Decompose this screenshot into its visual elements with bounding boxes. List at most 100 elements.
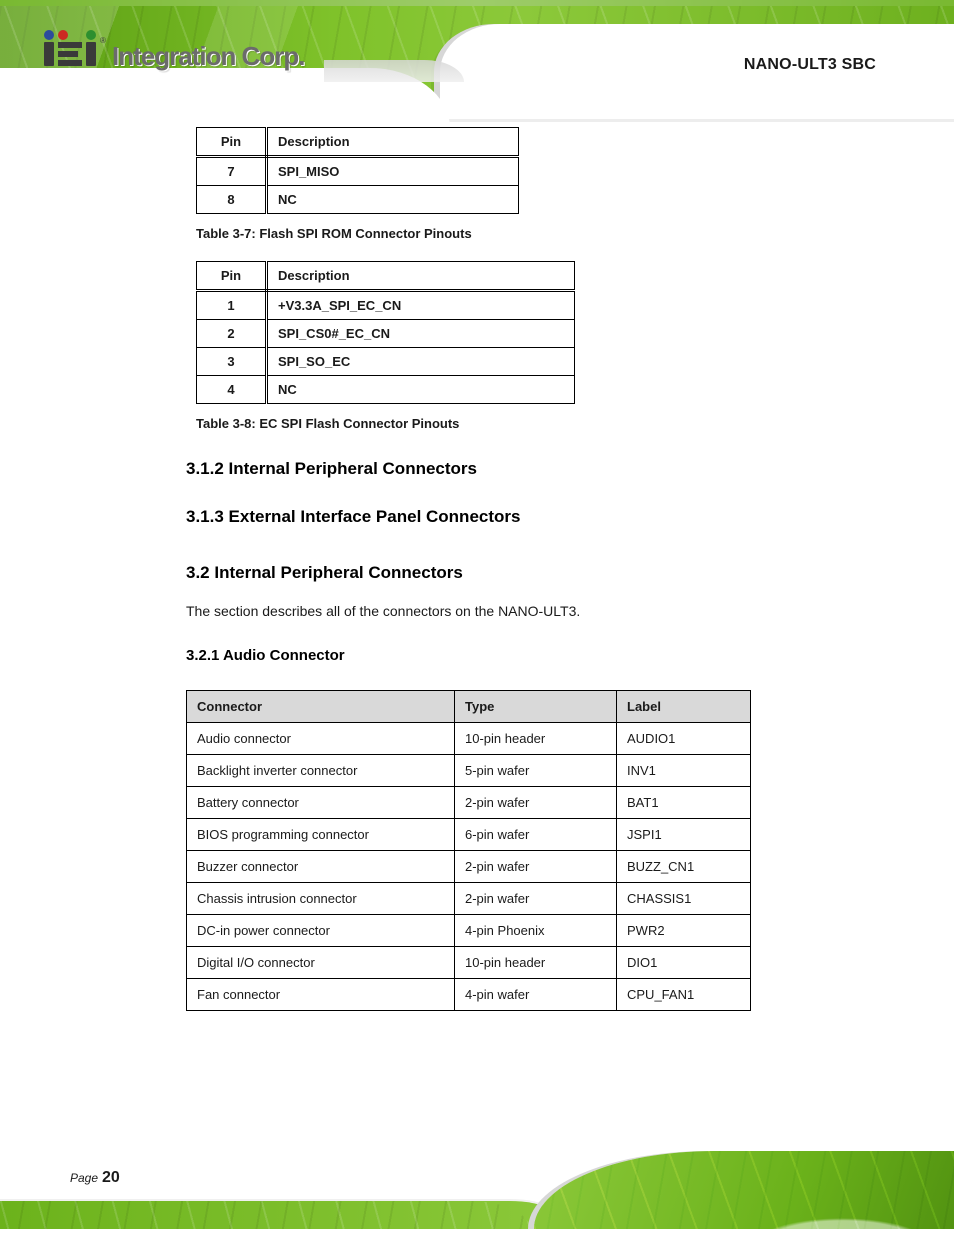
decoration-swoosh-right [440,24,954,119]
cell-connector: Buzzer connector [187,850,455,882]
table-row: Audio connector 10-pin header AUDIO1 [187,722,751,754]
table-row: 4 NC [197,376,575,404]
cell-pin: 1 [197,291,267,320]
section-heading: 3.2 Internal Peripheral Connectors [186,563,954,583]
table-row: 1 +V3.3A_SPI_EC_CN [197,291,575,320]
cell-connector: Chassis intrusion connector [187,882,455,914]
cell-pin: 4 [197,376,267,404]
table-row: BIOS programming connector 6-pin wafer J… [187,818,751,850]
cell-type: 2-pin wafer [455,850,617,882]
cell-type: 4-pin wafer [455,978,617,1010]
table-row: Fan connector 4-pin wafer CPU_FAN1 [187,978,751,1010]
logo-dot-red [58,30,68,40]
cell-label: BUZZ_CN1 [617,850,751,882]
cell-connector: Backlight inverter connector [187,754,455,786]
cell-pin: 7 [197,157,267,186]
cell-label: DIO1 [617,946,751,978]
cell-connector: Fan connector [187,978,455,1010]
content-area: Pin Description 7 SPI_MISO 8 NC Table 3-… [0,113,954,1011]
cell-label: JSPI1 [617,818,751,850]
cell-type: 6-pin wafer [455,818,617,850]
cell-pin: 3 [197,348,267,376]
table-row: 8 NC [197,186,519,214]
cell-label: CPU_FAN1 [617,978,751,1010]
cell-type: 2-pin wafer [455,786,617,818]
col-header-label: Label [617,690,751,722]
cell-connector: Battery connector [187,786,455,818]
decoration-circuit-overlay [534,1151,954,1229]
table-ec-spi-flash: Pin Description 1 +V3.3A_SPI_EC_CN 2 SPI… [196,261,575,404]
paragraph-text: The section describes all of the connect… [186,603,580,619]
table-row: Digital I/O connector 10-pin header DIO1 [187,946,751,978]
logo-bar-e1 [58,42,82,48]
cell-label: BAT1 [617,786,751,818]
cell-label: AUDIO1 [617,722,751,754]
cell-desc: SPI_CS0#_EC_CN [267,320,575,348]
logo-dot-green [86,30,96,40]
section-heading: 3.1.3 External Interface Panel Connector… [186,507,954,527]
cell-desc: SPI_MISO [267,157,519,186]
document-title: NANO-ULT3 SBC [744,56,876,74]
cell-type: 10-pin header [455,946,617,978]
cell-type: 4-pin Phoenix [455,914,617,946]
page-number-value: 20 [102,1169,120,1187]
page-number-label: Page [70,1171,98,1185]
table-row: 7 SPI_MISO [197,157,519,186]
cell-label: PWR2 [617,914,751,946]
section-paragraph: The section describes all of the connect… [186,601,768,623]
page: ® Integration Corp. NANO-ULT3 SBC Pin De… [0,0,954,1235]
cell-type: 2-pin wafer [455,882,617,914]
logo-bar-e2 [58,51,78,57]
table-row: Backlight inverter connector 5-pin wafer… [187,754,751,786]
logo-bar-i1 [44,42,54,66]
table-row: Chassis intrusion connector 2-pin wafer … [187,882,751,914]
page-number: Page 20 [70,1169,120,1187]
brand-wordmark: Integration Corp. [112,41,304,72]
decoration-footer-left [0,1201,570,1229]
table-row: 2 SPI_CS0#_EC_CN [197,320,575,348]
decoration-footer-right [534,1151,954,1229]
table-header-row: Pin Description [197,262,575,291]
cell-label: INV1 [617,754,751,786]
cell-desc: +V3.3A_SPI_EC_CN [267,291,575,320]
brand-block: ® Integration Corp. [44,30,304,70]
registered-icon: ® [100,36,106,45]
cell-connector: DC-in power connector [187,914,455,946]
cell-desc: SPI_SO_EC [267,348,575,376]
logo-bar-i2 [86,42,96,66]
section-heading: 3.1.2 Internal Peripheral Connectors [186,459,954,479]
table-caption: Table 3-8: EC SPI Flash Connector Pinout… [196,416,954,431]
cell-label: CHASSIS1 [617,882,751,914]
footer-banner [0,1143,954,1235]
table-row: Battery connector 2-pin wafer BAT1 [187,786,751,818]
table-caption: Table 3-7: Flash SPI ROM Connector Pinou… [196,226,954,241]
cell-type: 5-pin wafer [455,754,617,786]
cell-type: 10-pin header [455,722,617,754]
col-header-pin: Pin [197,128,267,157]
cell-desc: NC [267,186,519,214]
col-header-pin: Pin [197,262,267,291]
table-connectors: Connector Type Label Audio connector 10-… [186,690,751,1011]
cell-pin: 8 [197,186,267,214]
col-header-desc: Description [267,262,575,291]
table-row: DC-in power connector 4-pin Phoenix PWR2 [187,914,751,946]
cell-connector: Digital I/O connector [187,946,455,978]
logo-dot-blue [44,30,54,40]
cell-connector: Audio connector [187,722,455,754]
col-header-type: Type [455,690,617,722]
table-row: 3 SPI_SO_EC [197,348,575,376]
section-subheading: 3.2.1 Audio Connector [186,647,954,664]
cell-desc: NC [267,376,575,404]
brand-logo-icon: ® [44,30,104,70]
header-banner: ® Integration Corp. NANO-ULT3 SBC [0,0,954,113]
col-header-connector: Connector [187,690,455,722]
decoration-stripe [0,1229,954,1235]
table-header-row: Pin Description [197,128,519,157]
logo-bar-e3 [58,60,82,66]
cell-connector: BIOS programming connector [187,818,455,850]
col-header-desc: Description [267,128,519,157]
table-flash-spi-rom: Pin Description 7 SPI_MISO 8 NC [196,127,519,214]
cell-pin: 2 [197,320,267,348]
table-header-row: Connector Type Label [187,690,751,722]
table-row: Buzzer connector 2-pin wafer BUZZ_CN1 [187,850,751,882]
